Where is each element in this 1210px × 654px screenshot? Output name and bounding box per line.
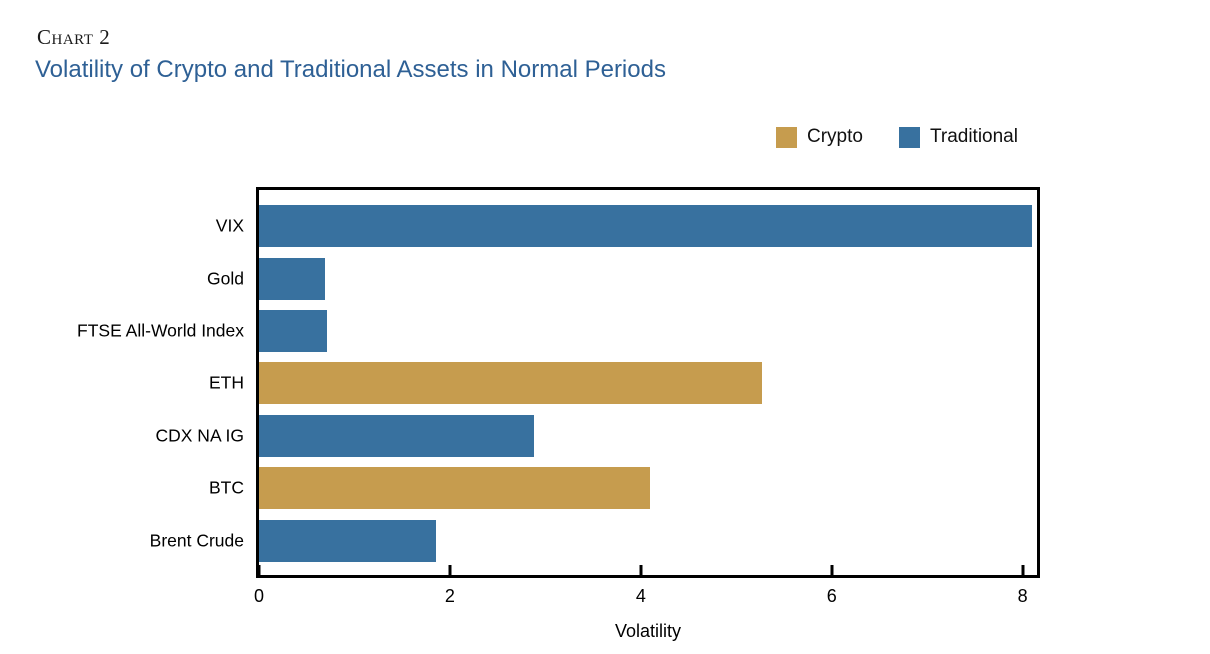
bar-brent-crude bbox=[259, 519, 436, 562]
legend-item-traditional: Traditional bbox=[898, 126, 1018, 148]
x-axis-label: Volatility bbox=[614, 621, 682, 641]
x-tick-6 bbox=[830, 565, 834, 575]
legend-swatch-crypto bbox=[776, 126, 797, 148]
category-label-gold: Gold bbox=[207, 268, 244, 289]
category-label-ftse-all-world-index: FTSE All-World Index bbox=[77, 320, 244, 341]
legend: Crypto Traditional bbox=[776, 126, 1018, 148]
legend-item-crypto: Crypto bbox=[776, 126, 863, 148]
category-label-btc: BTC bbox=[209, 477, 244, 498]
bar-btc bbox=[259, 467, 651, 510]
chart-kicker: Chart 2 bbox=[37, 25, 111, 49]
x-tick-label-2: 2 bbox=[444, 586, 455, 606]
x-tick-2 bbox=[448, 565, 452, 575]
category-label-cdx-na-ig: CDX NA IG bbox=[155, 425, 245, 446]
x-tick-label-0: 0 bbox=[253, 586, 265, 606]
bar-gold bbox=[259, 257, 325, 300]
category-label-brent-crude: Brent Crude bbox=[149, 530, 244, 551]
category-label-eth: ETH bbox=[209, 372, 244, 393]
legend-swatch-traditional bbox=[898, 126, 920, 148]
bar-eth bbox=[259, 362, 763, 405]
x-tick-8 bbox=[1021, 565, 1025, 575]
x-tick-0 bbox=[257, 565, 261, 575]
x-tick-label-4: 4 bbox=[635, 586, 646, 606]
chart-title: Volatility of Crypto and Traditional Ass… bbox=[35, 56, 666, 83]
bar-ftse-all-world-index bbox=[259, 310, 327, 352]
legend-label: Crypto bbox=[807, 126, 863, 147]
bar-vix bbox=[259, 205, 1033, 248]
x-tick-label-8: 8 bbox=[1017, 586, 1028, 606]
x-tick-4 bbox=[639, 565, 643, 575]
legend-label: Traditional bbox=[929, 126, 1018, 147]
plot-area bbox=[256, 187, 1040, 578]
bar-cdx-na-ig bbox=[259, 414, 534, 457]
category-label-vix: VIX bbox=[215, 215, 244, 236]
x-tick-label-6: 6 bbox=[826, 586, 837, 606]
